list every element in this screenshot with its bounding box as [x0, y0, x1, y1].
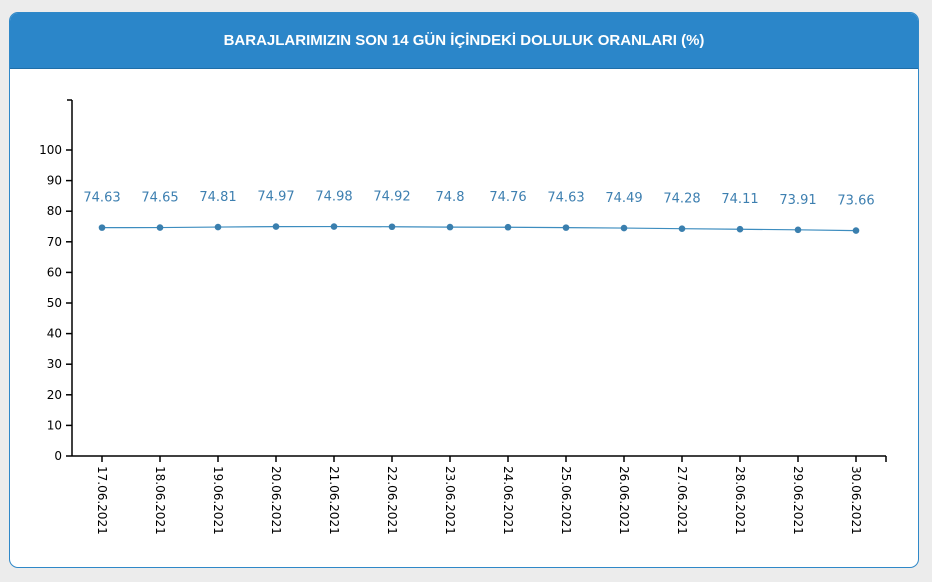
data-point [504, 223, 512, 231]
data-label: 74.63 [83, 191, 120, 206]
chart-card: BARAJLARIMIZIN SON 14 GÜN İÇİNDEKİ DOLUL… [9, 12, 919, 568]
data-point [794, 226, 802, 234]
data-label: 74.76 [489, 190, 526, 205]
x-tick-label: 23.06.2021 [443, 466, 457, 535]
data-point [388, 223, 396, 231]
x-tick-label: 24.06.2021 [501, 466, 515, 535]
y-tick-label: 100 [39, 143, 62, 157]
x-tick-label: 25.06.2021 [559, 466, 573, 535]
data-label: 74.11 [721, 192, 758, 207]
data-point [852, 227, 860, 234]
data-point [446, 223, 454, 231]
x-tick-label: 28.06.2021 [733, 466, 747, 535]
data-label: 74.98 [315, 190, 352, 205]
x-tick-label: 20.06.2021 [269, 466, 283, 535]
data-point [678, 225, 686, 233]
y-tick-label: 80 [47, 204, 62, 218]
x-tick-label: 27.06.2021 [675, 466, 689, 535]
y-tick-label: 40 [47, 327, 62, 341]
data-label: 74.63 [547, 191, 584, 206]
line-chart: 0 10 20 30 40 50 60 70 80 90 100 17.06.2021 18.06.20… [39, 99, 887, 535]
data-point [562, 224, 570, 231]
data-point [620, 224, 628, 232]
data-label: 74.49 [605, 191, 642, 206]
y-tick-label: 60 [47, 265, 62, 279]
x-tick-label: 30.06.2021 [849, 466, 863, 535]
y-tick-label: 70 [47, 235, 62, 249]
x-tick-label: 18.06.2021 [153, 466, 167, 535]
series-line [101, 225, 857, 232]
y-tick-label: 90 [47, 174, 62, 188]
y-tick-label: 10 [47, 418, 62, 432]
y-tick-label: 50 [47, 296, 62, 310]
y-tick-label: 30 [47, 357, 62, 371]
x-tick-label: 21.06.2021 [327, 466, 341, 535]
x-tick-label: 17.06.2021 [95, 466, 109, 535]
data-label: 74.97 [257, 190, 294, 205]
data-point [214, 223, 222, 231]
x-tick-label: 29.06.2021 [791, 466, 805, 535]
chart-title: BARAJLARIMIZIN SON 14 GÜN İÇİNDEKİ DOLUL… [223, 32, 705, 49]
data-label: 73.66 [837, 194, 874, 209]
card-header: BARAJLARIMIZIN SON 14 GÜN İÇİNDEKİ DOLUL… [10, 13, 918, 69]
y-tick-label: 0 [54, 449, 62, 463]
data-label: 74.28 [663, 192, 700, 207]
x-tick-label: 19.06.2021 [211, 466, 225, 535]
x-tick-label: 22.06.2021 [385, 466, 399, 535]
data-point [272, 223, 280, 230]
data-point [330, 223, 338, 230]
data-label: 74.65 [141, 191, 178, 206]
x-tick-label: 26.06.2021 [617, 466, 631, 535]
data-label: 74.8 [436, 190, 465, 205]
data-label: 73.91 [779, 193, 816, 208]
data-point [98, 224, 106, 231]
data-label: 74.81 [199, 190, 236, 205]
data-point [736, 225, 744, 233]
data-label: 74.92 [373, 190, 410, 205]
y-tick-label: 20 [47, 388, 62, 402]
data-point [156, 224, 164, 231]
